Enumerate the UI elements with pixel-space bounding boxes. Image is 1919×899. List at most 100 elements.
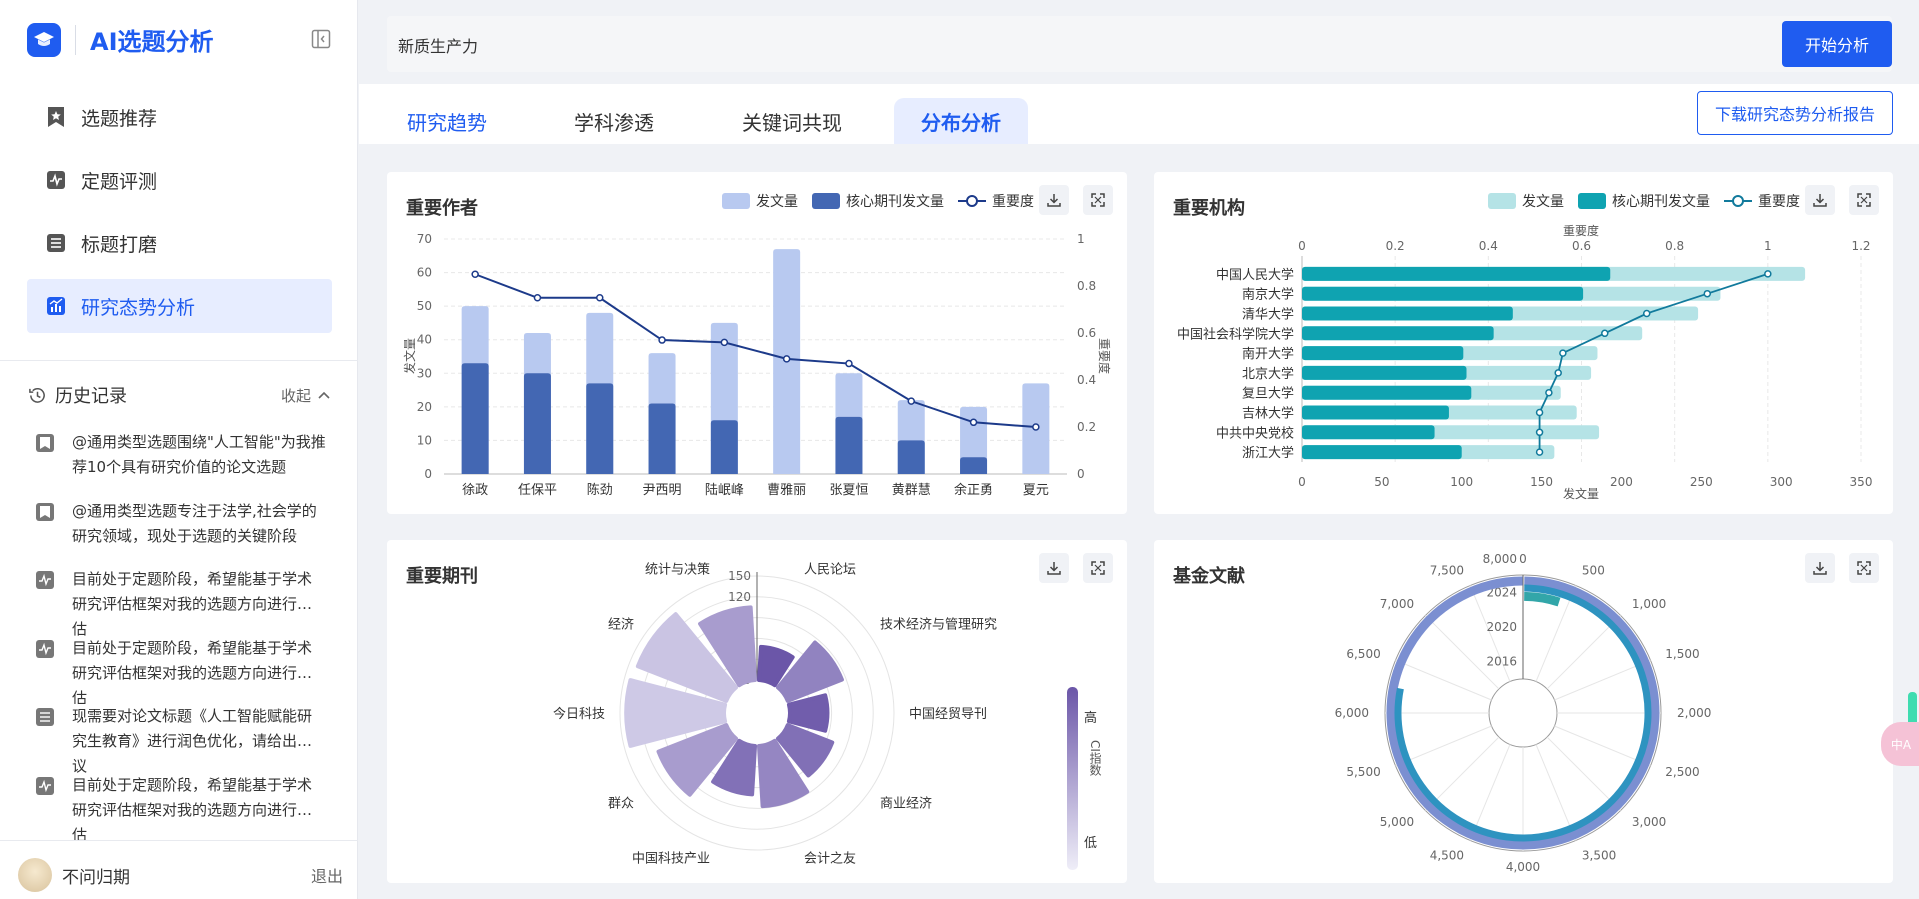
tab-research-trend[interactable]: 研究趋势 [407,110,487,135]
category-label: 会计之友 [804,851,856,867]
legend-item[interactable]: 重要度 [1724,191,1800,211]
download-icon[interactable] [1805,553,1835,583]
star-bookmark-icon [36,502,54,521]
logout-button[interactable]: 退出 [310,867,343,886]
nav-item-trend-analysis[interactable]: 研究态势分析 [27,279,332,333]
visual-map-label: CI指数 [1088,740,1102,776]
angle-grid [1546,736,1621,811]
sidebar-collapse-icon[interactable] [311,29,331,49]
download-report-button[interactable]: 下载研究态势分析报告 [1697,91,1893,135]
x-tick-label: 黄群慧 [892,482,931,498]
polar-bar [624,678,728,748]
history-item[interactable]: 目前处于定题阶段，希望能基于学术研究评估框架对我的选题方向进行评估 [36,567,326,636]
angle-tick-label: 7,000 [1380,597,1414,611]
angle-tick-label: 2,000 [1677,706,1711,720]
x-tick-label: 250 [1690,475,1713,489]
tab-bar: 研究趋势 学科渗透 关键词共现 分布分析 [359,84,1919,144]
fullscreen-icon[interactable] [1849,185,1879,215]
angle-grid [1469,585,1511,682]
scroll-indicator[interactable] [1908,692,1917,740]
y-tick-label: 20 [417,400,432,414]
nav-label: 选题推荐 [81,107,158,130]
legend-item[interactable]: 核心期刊发文量 [1578,191,1710,211]
download-icon[interactable] [1805,185,1835,215]
trend-chart-icon [45,295,67,317]
legend-item[interactable]: 发文量 [722,191,798,211]
bar-core [1302,405,1449,420]
importance-point [907,397,915,405]
x-tick-label: 徐政 [462,483,488,498]
x2-tick-label: 0.2 [1386,239,1405,253]
y-tick-label: 70 [417,232,432,246]
nav-item-title-polish[interactable]: 标题打磨 [27,216,332,270]
y2-tick-label: 0.2 [1077,420,1096,434]
avatar[interactable] [18,858,52,892]
angle-grid [1395,725,1492,767]
fullscreen-icon[interactable] [1849,553,1879,583]
x-tick-label: 余正勇 [954,482,993,498]
history-item[interactable]: @通用类型选题围绕"人工智能"为我推荐10个具有研究价值的论文选题 [36,430,326,499]
category-label: 人民论坛 [804,562,856,577]
polar-bar [711,738,758,797]
fund-chart: 0 500 1,000 1,500 2,000 2,500 3,000 3,500 4,000 4… [1335,552,1712,874]
legend-item[interactable]: 核心期刊发文量 [812,191,944,211]
importance-line [1538,273,1769,453]
angle-tick-label: 1,500 [1665,647,1699,661]
history-item[interactable]: @通用类型选题专注于法学,社会学的研究领域，现处于选题的关键阶段 [36,499,326,568]
nav-item-topic-evaluate[interactable]: 定题评测 [27,153,332,207]
importance-point [471,270,479,278]
bar-core [1302,346,1464,361]
y2-tick-label: 0 [1077,467,1085,481]
angle-grid [1395,659,1492,701]
nav-item-topic-recommend[interactable]: 选题推荐 [27,90,332,144]
y-tick-label: 南开大学 [1242,346,1294,362]
panel-important-journals: 重要期刊 0306090120150人民论坛技术经济与管理研究中国经贸导刊商业经… [387,540,1127,883]
angle-grid [1535,744,1577,841]
history-item[interactable]: 现需要对论文标题《人工智能赋能研究生教育》进行润色优化，请给出建议 [36,704,326,773]
tab-distribution[interactable]: 分布分析 [894,98,1028,144]
panel-important-authors: 重要作者 发文量 核心期刊发文量 重要度 0 10 20 30 40 50 60 70 0 0.2… [387,172,1127,514]
fullscreen-icon[interactable] [1083,553,1113,583]
polar-bar [775,723,835,778]
history-item[interactable]: 目前处于定题阶段，希望能基于学术研究评估框架对我的选题方向进行评估 [36,773,326,841]
bar-core [897,440,925,474]
angle-grid [1469,744,1511,841]
category-label: 中国经贸导刊 [909,707,987,722]
y-tick-label: 复旦大学 [1242,386,1294,402]
download-icon[interactable] [1039,553,1069,583]
download-icon[interactable] [1039,185,1069,215]
importance-point [596,294,604,302]
legend-item[interactable]: 重要度 [958,191,1034,211]
history-collapse-button[interactable]: 收起 [281,385,331,406]
history-item[interactable]: 目前处于定题阶段，希望能基于学术研究评估框架对我的选题方向进行评估 [36,636,326,704]
nav-label: 定题评测 [81,170,158,193]
start-analysis-button[interactable]: 开始分析 [1782,21,1892,67]
search-input[interactable] [396,30,1500,60]
tab-discipline[interactable]: 学科渗透 [574,110,654,135]
angle-tick-label: 5,500 [1346,765,1380,779]
y-tick-label: 50 [417,299,432,313]
floating-assistant-icon[interactable]: 中A [1881,722,1919,766]
tab-keyword-cooccurrence[interactable]: 关键词共现 [742,110,842,135]
bar-core [1302,445,1462,460]
panel-title: 重要作者 [406,198,478,219]
bar-core [1302,266,1611,281]
x-tick-label: 陆岷峰 [705,482,744,498]
fullscreen-icon[interactable] [1083,185,1113,215]
main-nav: 选题推荐 定题评测 标题打磨 研究态势分析 [27,90,332,342]
y-axis-label: 发文量 [402,338,417,374]
x-tick-label: 尹西明 [643,483,682,498]
y-tick-label: 60 [417,266,432,280]
importance-point [1535,408,1544,417]
angle-tick-label: 3,000 [1632,815,1666,829]
importance-point [1032,423,1040,431]
legend-item[interactable]: 发文量 [1488,191,1564,211]
angle-grid [1554,659,1651,701]
nav-label: 研究态势分析 [81,296,196,319]
x2-tick-label: 0.8 [1665,239,1684,253]
visual-map-low: 低 [1084,836,1097,851]
angle-grid [1535,585,1577,682]
polar-bar [698,605,758,688]
angle-grid [1425,615,1500,690]
angle-tick-label: 7,500 [1430,564,1464,578]
